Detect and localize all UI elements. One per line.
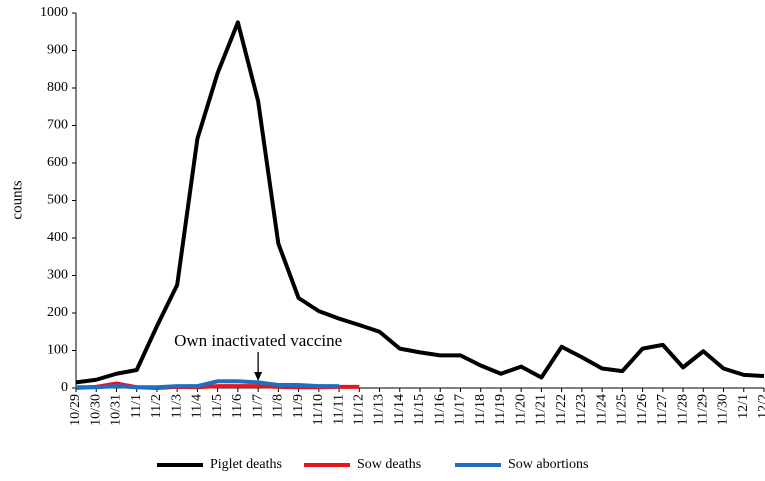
x-tick-label: 11/3: [169, 394, 184, 418]
y-tick-label: 100: [47, 343, 68, 358]
y-axis-label: counts: [9, 180, 25, 219]
x-tick-label: 11/6: [230, 394, 245, 418]
x-tick-label: 11/7: [250, 394, 265, 418]
x-tick-label: 11/27: [655, 394, 670, 425]
x-tick-label: 11/22: [554, 394, 569, 425]
y-tick-label: 700: [47, 118, 68, 133]
x-tick-label: 10/31: [109, 394, 124, 426]
x-tick-label: 11/18: [473, 394, 488, 425]
series-line: [76, 379, 340, 390]
x-tick-label: 11/14: [392, 394, 407, 425]
x-tick-label: 11/30: [716, 394, 731, 425]
y-tick-label: 900: [47, 43, 68, 58]
x-tick-label: 11/9: [291, 394, 306, 418]
x-tick-label: 11/10: [311, 394, 326, 425]
y-tick-label: 500: [47, 193, 68, 208]
x-tick-label: 11/20: [513, 394, 528, 425]
x-tick-label: 11/12: [352, 394, 367, 425]
x-tick-label: 11/19: [493, 394, 508, 425]
x-tick-label: 11/4: [190, 394, 205, 418]
x-tick-label: 11/17: [453, 394, 468, 425]
x-tick-label: 11/29: [696, 394, 711, 425]
y-tick-label: 400: [47, 230, 68, 245]
y-tick-label: 200: [47, 305, 68, 320]
annotation-arrowhead: [254, 372, 263, 381]
x-tick-label: 11/16: [432, 394, 447, 425]
x-tick-label: 10/30: [88, 394, 103, 426]
y-tick-label: 800: [47, 80, 68, 95]
x-tick-label: 11/25: [615, 394, 630, 425]
x-tick-label: 11/15: [412, 394, 427, 425]
y-tick-label: 1000: [40, 5, 68, 20]
x-tick-label: 11/23: [574, 394, 589, 425]
legend-label: Piglet deaths: [210, 457, 282, 472]
annotation: Own inactivated vaccine: [174, 331, 342, 350]
x-tick-label: 11/21: [534, 394, 549, 425]
x-tick-label: 12/1: [736, 394, 751, 419]
x-tick-label: 11/24: [594, 394, 609, 425]
x-tick-label: 12/2: [756, 394, 765, 419]
legend-label: Sow deaths: [357, 457, 421, 472]
x-tick-label: 11/8: [271, 394, 286, 418]
x-tick-label: 10/29: [68, 394, 83, 426]
y-tick-label: 600: [47, 155, 68, 170]
x-tick-label: 11/5: [210, 394, 225, 418]
x-tick-label: 11/2: [149, 394, 164, 418]
x-tick-label: 11/26: [635, 394, 650, 425]
legend-label: Sow abortions: [508, 457, 589, 472]
y-tick-label: 300: [47, 268, 68, 283]
x-tick-label: 11/11: [331, 394, 346, 425]
x-tick-label: 11/13: [372, 394, 387, 425]
series-line: [75, 20, 765, 385]
y-tick-label: 0: [61, 380, 68, 395]
x-tick-label: 11/28: [675, 394, 690, 425]
x-tick-label: 11/1: [129, 394, 144, 418]
